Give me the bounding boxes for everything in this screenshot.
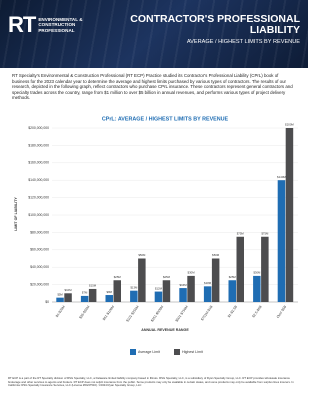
value-label: $13M	[130, 285, 138, 289]
page-title: CONTRACTOR'S PROFESSIONAL LIABILITY	[130, 13, 300, 36]
x-tick-label: $251-$500M	[150, 305, 164, 323]
y-axis-title: LIMIT OF LIABILITY	[14, 197, 18, 231]
y-tick-label: $160,000,000	[28, 161, 49, 165]
x-axis-title: ANNUAL REVENUE RANGE	[141, 328, 189, 332]
bar	[80, 295, 89, 302]
bar	[211, 258, 220, 302]
value-label: $7M	[82, 291, 88, 295]
legend-swatch	[174, 349, 180, 355]
y-tick-label: $60,000,000	[30, 248, 49, 252]
bar	[138, 258, 146, 302]
value-label: $30M	[253, 271, 261, 275]
chart: CPrL: AVERAGE / HIGHEST LIMITS BY REVENU…	[14, 116, 298, 355]
value-label: $15M	[89, 284, 97, 288]
bar	[253, 275, 261, 302]
value-label: $8M	[107, 290, 113, 294]
bar	[285, 128, 294, 302]
bar	[113, 280, 121, 302]
value-label: $16M	[180, 283, 188, 287]
y-tick-label: $140,000,000	[28, 178, 49, 182]
logo: RT ENVIRONMENTAL & CONSTRUCTION PROFESSIO…	[8, 12, 98, 38]
intro-text: RT Specialty's Environmental & Construct…	[12, 73, 293, 101]
x-tick-label: $101-$250M	[125, 305, 139, 323]
x-tick-label: $51-$100M	[102, 305, 115, 321]
bar	[179, 288, 187, 302]
y-tick-label: $0	[45, 300, 49, 304]
x-tick-label: Over $5B	[276, 304, 288, 319]
y-tick-label: $100,000,000	[28, 213, 49, 217]
logo-mark: RT	[8, 12, 36, 37]
y-tick-label: $80,000,000	[30, 230, 49, 234]
value-label: $5M	[57, 292, 63, 296]
bar	[228, 280, 236, 302]
value-label: $12M	[155, 286, 163, 290]
legend-label: Average Limit	[138, 350, 160, 354]
value-label: $50M	[138, 253, 146, 257]
y-tick-label: $120,000,000	[28, 195, 49, 199]
bar	[56, 297, 64, 302]
bar	[187, 275, 195, 302]
value-label: $50M	[212, 253, 220, 257]
value-label: $10M	[65, 288, 73, 292]
x-tick-label: $1-$2.5B	[227, 304, 239, 318]
legend-label: Highest Limit	[182, 350, 203, 354]
value-label: $30M	[188, 271, 196, 275]
chart-title: CPrL: AVERAGE / HIGHEST LIMITS BY REVENU…	[102, 116, 229, 122]
x-tick-label: $501-$750M	[175, 305, 189, 323]
x-tick-label: $1-$25M	[55, 305, 66, 318]
value-label: $25M	[114, 275, 122, 279]
bar	[236, 236, 244, 302]
page: RT ENVIRONMENTAL & CONSTRUCTION PROFESSIO…	[0, 0, 308, 387]
logo-text: ENVIRONMENTAL & CONSTRUCTION PROFESSIONA…	[38, 16, 83, 33]
value-label: $75M	[237, 231, 245, 235]
header: RT ENVIRONMENTAL & CONSTRUCTION PROFESSIO…	[0, 0, 308, 68]
value-label: $75M	[261, 231, 269, 235]
y-tick-label: $180,000,000	[28, 143, 49, 147]
bar	[203, 286, 212, 302]
legend-swatch	[130, 349, 136, 355]
page-subtitle: AVERAGE / HIGHEST LIMITS BY REVENUE	[186, 39, 300, 45]
bar	[261, 236, 269, 302]
y-tick-label: $40,000,000	[30, 265, 49, 269]
y-tick-label: $200,000,000	[28, 126, 49, 130]
x-tick-label: $2.5-$5B	[251, 304, 263, 318]
value-label: $25M	[163, 275, 171, 279]
value-label: $200M	[285, 123, 294, 127]
footer-text: RT ECP is a part of the RT Specialty div…	[8, 376, 294, 387]
x-tick-label: $751M-$1B	[200, 304, 214, 321]
bar	[154, 291, 163, 302]
bar	[130, 290, 138, 302]
value-label: $18M	[204, 281, 212, 285]
y-tick-label: $20,000,000	[30, 282, 49, 286]
bar	[88, 288, 97, 302]
title-block: CONTRACTOR'S PROFESSIONAL LIABILITY AVERA…	[120, 13, 300, 46]
value-label: $140M	[277, 175, 286, 179]
bar	[277, 180, 286, 302]
bar	[64, 293, 72, 302]
bar	[162, 280, 171, 302]
value-label: $25M	[229, 275, 237, 279]
bar	[105, 295, 113, 302]
x-tick-label: $26-$50M	[78, 305, 90, 320]
